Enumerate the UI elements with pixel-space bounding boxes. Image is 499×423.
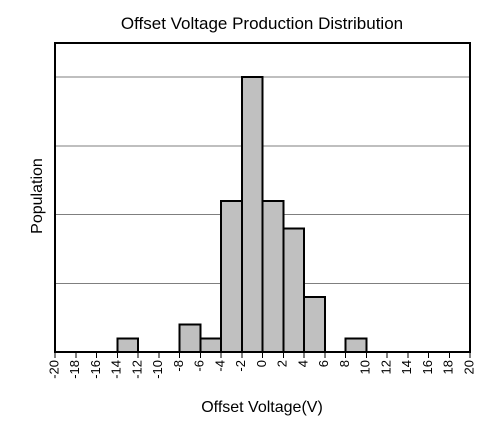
x-tick-label-9: -2 — [233, 360, 248, 372]
x-axis-title: Offset Voltage(V) — [201, 399, 323, 416]
x-tick-label-14: 8 — [337, 360, 352, 367]
histogram-bar-6 — [282, 227, 305, 353]
x-tick-label-17: 14 — [399, 360, 414, 374]
x-tick-label-20: 20 — [461, 360, 476, 374]
x-tick-label-18: 16 — [420, 360, 435, 374]
x-tick-label-7: -6 — [192, 360, 207, 372]
x-tick-label-10: 0 — [254, 360, 269, 367]
histogram-bars — [116, 76, 368, 353]
x-tick-label-5: -10 — [150, 360, 165, 379]
x-tick-label-1: -18 — [67, 360, 82, 379]
x-tick-label-11: 2 — [275, 360, 290, 367]
x-tick-label-15: 10 — [358, 360, 373, 374]
x-tick-label-4: -12 — [129, 360, 144, 379]
x-tick-label-0: -20 — [46, 360, 61, 379]
histogram-bar-2 — [199, 337, 222, 353]
histogram-bar-0 — [116, 337, 139, 353]
x-tick-label-6: -8 — [171, 360, 186, 372]
histogram-bar-8 — [344, 337, 368, 353]
x-tick-label-16: 12 — [378, 360, 393, 374]
y-axis-title: Population — [29, 158, 46, 234]
x-tick-label-8: -4 — [212, 360, 227, 372]
x-tick-label-13: 6 — [316, 360, 331, 367]
x-tick-label-12: 4 — [295, 360, 310, 367]
x-axis-ticks — [54, 352, 471, 358]
histogram-bar-5 — [261, 199, 285, 353]
x-axis-tick-labels: -20 -18 -16 -14 -12 -10 -8 -6 -4 -2 0 2 4 6 8 10 12 14 16 1… — [46, 360, 476, 379]
histogram-bar-4 — [240, 76, 264, 353]
x-tick-label-3: -14 — [109, 360, 124, 379]
histogram-bar-3 — [220, 199, 243, 353]
chart-title: Offset Voltage Production Distribution — [121, 14, 403, 33]
histogram-bar-7 — [303, 296, 326, 353]
histogram-bar-1 — [178, 323, 202, 353]
x-tick-label-19: 18 — [441, 360, 456, 374]
x-tick-label-2: -16 — [88, 360, 103, 379]
